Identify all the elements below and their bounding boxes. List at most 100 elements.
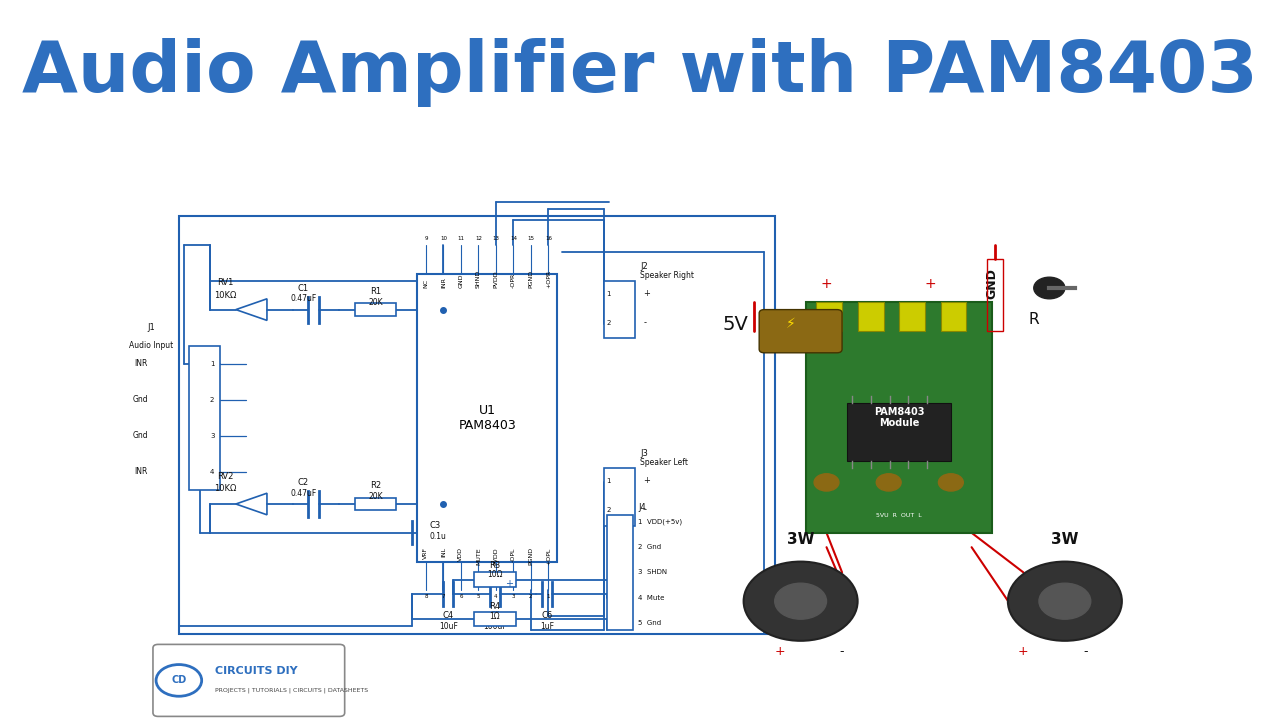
Text: R: R — [1029, 312, 1039, 327]
Text: R2: R2 — [370, 482, 381, 490]
Text: -: - — [1083, 645, 1088, 658]
Text: INR: INR — [134, 467, 147, 476]
Text: INL: INL — [440, 547, 445, 557]
Text: 2: 2 — [607, 320, 611, 325]
Bar — [941, 302, 966, 331]
Text: SHND: SHND — [476, 270, 481, 288]
Bar — [847, 403, 951, 461]
Text: 5V: 5V — [723, 315, 749, 333]
Text: 1: 1 — [607, 478, 611, 484]
FancyBboxPatch shape — [759, 310, 842, 353]
Text: CD: CD — [172, 675, 187, 685]
Text: +OPL: +OPL — [545, 547, 550, 564]
Text: 5  Gnd: 5 Gnd — [637, 620, 660, 626]
Text: PVDD: PVDD — [493, 271, 498, 288]
Bar — [474, 612, 516, 626]
Circle shape — [1039, 583, 1091, 619]
Text: VDD: VDD — [458, 547, 463, 561]
Bar — [474, 572, 516, 587]
Text: 3: 3 — [210, 433, 215, 438]
Circle shape — [156, 665, 202, 696]
Text: 4: 4 — [494, 594, 498, 599]
Bar — [189, 346, 220, 490]
Circle shape — [1034, 277, 1065, 299]
Text: 2: 2 — [529, 594, 532, 599]
Text: 9: 9 — [424, 236, 428, 241]
Text: PVDD: PVDD — [493, 547, 498, 564]
Bar — [355, 498, 397, 510]
Text: C2: C2 — [298, 478, 308, 487]
Text: +OPR: +OPR — [545, 270, 550, 288]
Text: -: - — [643, 318, 646, 327]
Bar — [987, 259, 1002, 331]
Text: R3: R3 — [489, 561, 500, 570]
Circle shape — [814, 474, 838, 491]
Text: +: + — [1018, 645, 1029, 658]
Text: -OPR: -OPR — [511, 273, 516, 288]
Bar — [899, 302, 925, 331]
Text: INR: INR — [440, 277, 445, 288]
Text: RV2: RV2 — [218, 472, 234, 481]
Text: 10Ω: 10Ω — [488, 570, 503, 579]
Text: 20K: 20K — [369, 492, 383, 501]
Text: INR: INR — [134, 359, 147, 368]
Text: 2  Gnd: 2 Gnd — [637, 544, 660, 550]
Text: R4: R4 — [489, 602, 500, 611]
Text: PGND: PGND — [529, 547, 534, 565]
Text: 0.1u: 0.1u — [430, 532, 447, 541]
Circle shape — [744, 562, 858, 641]
Text: 15: 15 — [527, 236, 534, 241]
Text: 2: 2 — [210, 397, 214, 402]
Text: 8: 8 — [424, 594, 428, 599]
Text: J3: J3 — [640, 449, 648, 458]
Text: C4: C4 — [443, 611, 454, 620]
Text: 12: 12 — [475, 236, 481, 241]
Text: NC: NC — [424, 279, 429, 288]
Text: 100uF: 100uF — [483, 622, 507, 631]
Bar — [607, 515, 632, 630]
Text: 3W: 3W — [1051, 532, 1079, 547]
Text: 10KΩ: 10KΩ — [214, 484, 237, 492]
Text: 1: 1 — [607, 291, 611, 297]
Text: PROJECTS | TUTORIALS | CIRCUITS | DATASHEETS: PROJECTS | TUTORIALS | CIRCUITS | DATASH… — [215, 687, 369, 693]
Text: U1
PAM8403: U1 PAM8403 — [458, 404, 516, 431]
Text: RV1: RV1 — [218, 278, 234, 287]
Text: 4  Mute: 4 Mute — [637, 595, 664, 600]
Text: -: - — [643, 505, 646, 514]
Text: +: + — [924, 277, 936, 291]
Text: C5: C5 — [489, 611, 500, 620]
Text: J4: J4 — [637, 503, 645, 512]
Text: 4: 4 — [210, 469, 214, 474]
Text: C3: C3 — [430, 521, 440, 530]
Text: 5VU  R  OUT  L: 5VU R OUT L — [877, 513, 922, 518]
Text: 1Ω: 1Ω — [490, 612, 500, 621]
Text: +: + — [820, 277, 832, 291]
Bar — [858, 302, 883, 331]
Text: Gnd: Gnd — [132, 431, 147, 440]
Text: 2: 2 — [607, 507, 611, 513]
Circle shape — [1007, 562, 1121, 641]
Text: 10: 10 — [440, 236, 447, 241]
Text: Audio Amplifier with PAM8403: Audio Amplifier with PAM8403 — [22, 37, 1258, 107]
Text: 3: 3 — [512, 594, 515, 599]
Text: J2: J2 — [640, 262, 648, 271]
Text: 14: 14 — [509, 236, 517, 241]
Text: 6: 6 — [460, 594, 462, 599]
Text: GND: GND — [458, 274, 463, 288]
Bar — [417, 274, 557, 562]
Text: MUTE: MUTE — [476, 547, 481, 564]
Text: -: - — [840, 645, 845, 658]
Text: C6: C6 — [541, 611, 553, 620]
Text: 1  VDD(+5v): 1 VDD(+5v) — [637, 518, 682, 526]
Text: 1: 1 — [210, 361, 215, 366]
Text: 0.47uF: 0.47uF — [291, 294, 316, 303]
Circle shape — [877, 474, 901, 491]
Text: Speaker Right: Speaker Right — [640, 271, 694, 280]
Text: 1: 1 — [547, 594, 550, 599]
Bar — [817, 302, 842, 331]
Text: PGND: PGND — [529, 270, 534, 288]
Text: Audio Input: Audio Input — [129, 341, 173, 350]
Text: 7: 7 — [442, 594, 445, 599]
Bar — [179, 216, 774, 634]
Bar — [604, 281, 635, 338]
